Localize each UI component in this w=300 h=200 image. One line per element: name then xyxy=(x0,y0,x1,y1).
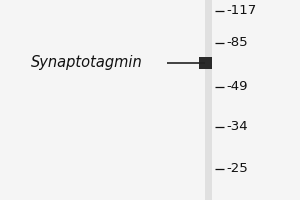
Text: -117: -117 xyxy=(226,4,257,18)
Bar xyxy=(199,57,212,69)
Text: -85: -85 xyxy=(226,36,248,49)
Text: -49: -49 xyxy=(226,80,248,94)
Text: -34: -34 xyxy=(226,120,248,134)
Text: -25: -25 xyxy=(226,162,248,176)
Text: Synaptotagmin: Synaptotagmin xyxy=(31,55,143,71)
Bar xyxy=(205,0,212,200)
